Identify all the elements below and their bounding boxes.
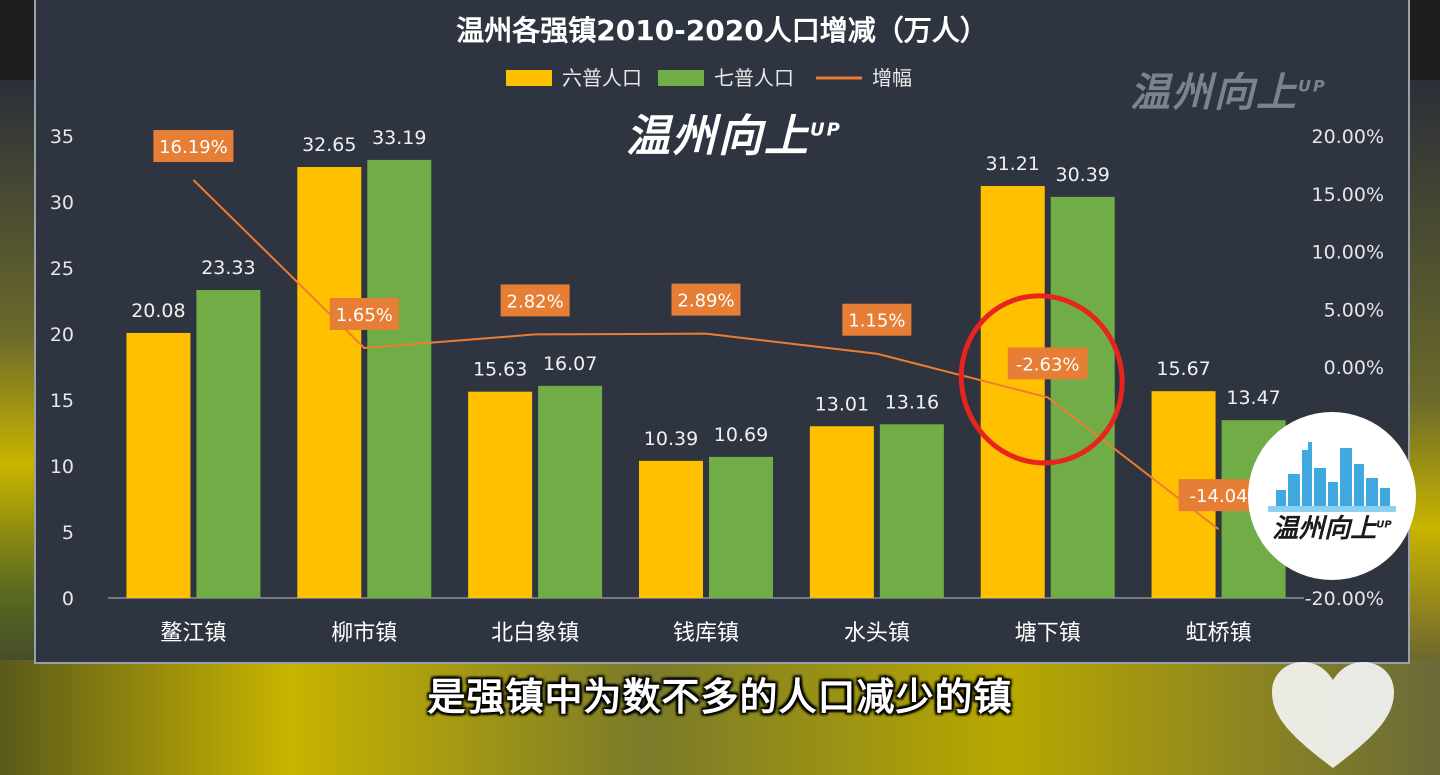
bar-census7 [709, 456, 773, 598]
bar-census7 [879, 424, 944, 598]
bar-data-label: 15.63 [473, 359, 527, 381]
chart-title: 温州各强镇2010-2020人口增减（万人） [456, 14, 987, 47]
legend-label-2: 增幅 [872, 66, 912, 90]
growth-label: 1.15% [848, 311, 905, 332]
bar-data-label: 23.33 [201, 257, 255, 279]
x-tick-label: 水头镇 [844, 621, 910, 646]
y-left-tick-label: 30 [50, 192, 74, 214]
x-tick-label: 钱库镇 [673, 621, 739, 646]
bar-census6 [639, 460, 703, 598]
bar-data-label: 15.67 [1156, 358, 1210, 380]
chart-panel: 温州各强镇2010-2020人口增减（万人） 六普人口 七普人口 增幅 0 5 10 15 20… [34, 0, 1410, 664]
growth-label: -14.04 [1190, 486, 1248, 507]
bar-census7 [367, 159, 432, 598]
city-skyline-icon [1268, 442, 1396, 512]
y-right-tick-label: 5.00% [1324, 299, 1384, 321]
bar-census7 [196, 290, 261, 598]
bar-data-label: 13.01 [815, 393, 869, 415]
growth-label-box [329, 297, 399, 330]
x-tick-label: 鳌江镇 [160, 621, 226, 646]
y-left-tick-label: 25 [50, 258, 74, 280]
bar-data-label: 10.39 [644, 428, 698, 450]
growth-label: 1.65% [336, 305, 393, 326]
growth-label: -2.63% [1016, 354, 1080, 375]
y-left-tick-label: 10 [50, 456, 74, 478]
y-right-tick-label: 15.00% [1312, 184, 1384, 206]
y-left-tick-label: 5 [62, 522, 74, 544]
y-right-tick-label: 20.00% [1312, 126, 1384, 148]
bar-census6 [297, 167, 362, 598]
bar-line-chart: 温州各强镇2010-2020人口增减（万人） 六普人口 七普人口 增幅 0 5 10 15 20… [50, 14, 1384, 646]
bar-census6 [809, 426, 874, 598]
bar-census6 [126, 332, 191, 598]
growth-label-box [671, 283, 741, 316]
growth-label-box [153, 130, 234, 163]
legend-swatch-0 [506, 70, 552, 86]
background-blur-bottom [0, 660, 1440, 775]
highlight-circle [958, 293, 1125, 466]
x-tick-label: 塘下镇 [1015, 621, 1081, 646]
bar-data-label: 13.47 [1226, 387, 1280, 409]
legend-label-0: 六普人口 [562, 66, 642, 90]
bar-census6 [468, 391, 533, 598]
bar-data-label: 16.07 [543, 353, 597, 375]
y-right-tick-label: 0.00% [1324, 357, 1384, 379]
x-tick-label: 北白象镇 [491, 621, 579, 646]
bar-data-label: 13.16 [885, 391, 939, 413]
watermark-center: 温州向上UP [626, 111, 842, 162]
growth-label: 16.19% [159, 137, 228, 158]
bar-census7 [538, 385, 603, 598]
growth-label: 2.89% [677, 291, 734, 312]
logo-text: 温州向上UP [1272, 514, 1392, 544]
legend-swatch-1 [658, 70, 704, 86]
x-tick-label: 柳市镇 [331, 621, 397, 646]
growth-label-box [1007, 347, 1088, 380]
growth-label-box [500, 284, 570, 317]
channel-logo[interactable]: 温州向上UP [1248, 412, 1416, 580]
growth-label: 2.82% [507, 291, 564, 312]
bar-data-label: 20.08 [131, 300, 185, 322]
y-left-tick-label: 35 [50, 126, 74, 148]
video-caption: 是强镇中为数不多的人口减少的镇 [427, 675, 1013, 719]
y-right-tick-label: 10.00% [1312, 242, 1384, 264]
growth-label-box [842, 303, 912, 336]
legend-label-1: 七普人口 [714, 66, 794, 90]
bar-data-label: 30.39 [1056, 164, 1110, 186]
x-tick-label: 虹桥镇 [1186, 621, 1252, 646]
y-left-tick-label: 20 [50, 324, 74, 346]
y-right-tick-label: -20.00% [1305, 588, 1384, 610]
y-left-tick-label: 0 [62, 588, 74, 610]
bar-data-label: 31.21 [986, 153, 1040, 175]
bar-census7 [1050, 196, 1115, 599]
bar-data-label: 33.19 [372, 127, 426, 149]
like-heart-icon[interactable] [1270, 660, 1396, 772]
bar-data-label: 10.69 [714, 424, 768, 446]
growth-label-box [1178, 479, 1259, 512]
background-blur-left [0, 80, 40, 720]
bar-data-label: 32.65 [302, 134, 356, 156]
y-left-tick-label: 15 [50, 390, 74, 412]
watermark-top: 温州向上UP [1130, 70, 1327, 116]
growth-line [192, 179, 1220, 530]
bar-census6 [980, 186, 1045, 598]
